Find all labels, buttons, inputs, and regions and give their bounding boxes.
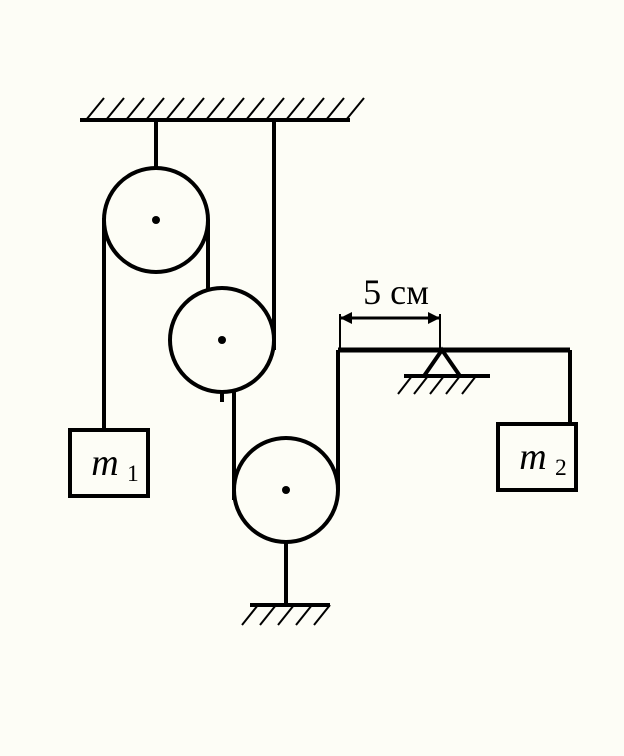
pulley-1-axle (152, 216, 160, 224)
dimension-label: 5 см (363, 272, 429, 312)
mass-1-sub: 1 (127, 461, 139, 487)
pulley-2-axle (218, 336, 226, 344)
pulley-3-axle (282, 486, 290, 494)
pulley-lever-diagram: m15 смm2 (0, 0, 624, 756)
mass-1-label: m (91, 442, 118, 484)
mass-2-sub: 2 (555, 455, 567, 481)
mass-2-label: m (519, 436, 546, 478)
